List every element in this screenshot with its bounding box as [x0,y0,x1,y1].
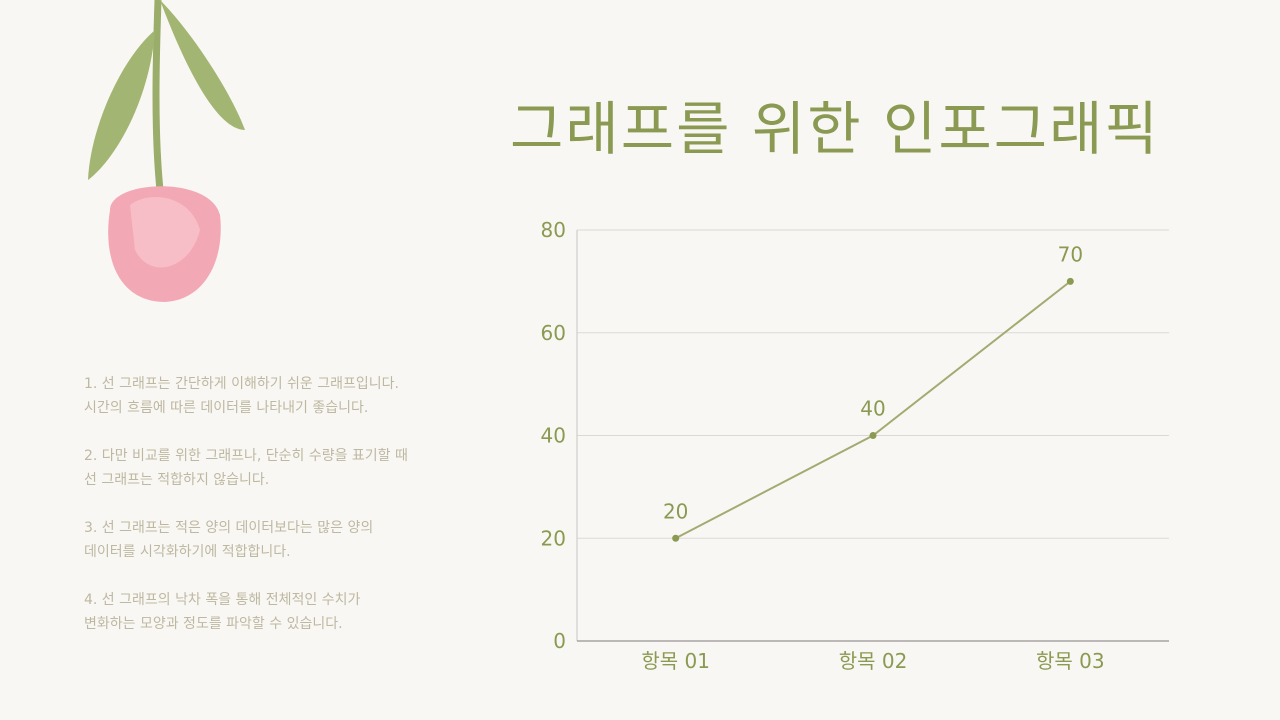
y-tick-label: 40 [541,424,566,448]
y-tick-label: 20 [541,526,566,550]
data-label: 20 [663,499,688,523]
y-tick-label: 0 [553,629,566,653]
data-point [672,534,680,542]
notes-list: 1. 선 그래프는 간단하게 이해하기 쉬운 그래프입니다. 시간의 흐름에 따른… [84,372,484,660]
x-tick-label: 항목 02 [839,649,908,673]
data-point [869,432,877,439]
y-tick-label: 80 [541,218,566,242]
x-tick-label: 항목 03 [1036,649,1105,673]
y-tick-label: 60 [541,321,566,345]
tulip-illustration [88,0,245,302]
data-label: 40 [860,397,885,421]
data-point [1066,277,1074,285]
note-item: 4. 선 그래프의 낙차 폭을 통해 전체적인 수치가 변화하는 모양과 정도를 … [84,592,361,632]
note-item: 1. 선 그래프는 간단하게 이해하기 쉬운 그래프입니다. 시간의 흐름에 따른… [84,376,399,416]
page-title: 그래프를 위한 인포그래픽 [510,95,1160,163]
note-item: 3. 선 그래프는 적은 양의 데이터보다는 많은 양의 데이터를 시각화하기에 … [84,520,374,560]
x-tick-label: 항목 01 [641,649,710,673]
data-label: 70 [1058,242,1083,266]
